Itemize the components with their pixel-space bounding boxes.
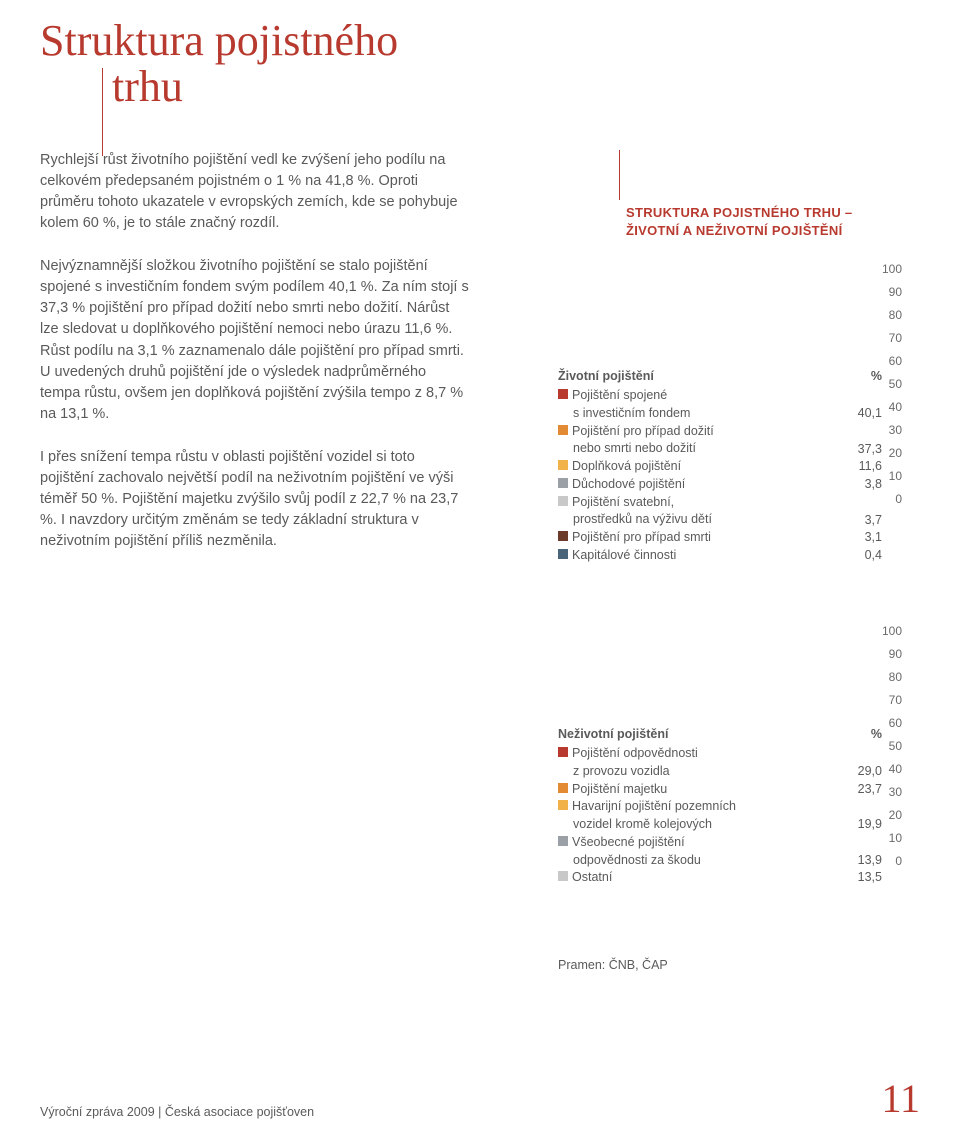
- legend-swatch: [558, 747, 568, 757]
- legend-swatch: [558, 460, 568, 470]
- chart-heading: STRUKTURA POJISTNÉHO TRHU – ŽIVOTNÍ A NE…: [626, 204, 956, 239]
- legend-item: Všeobecné pojištění odpovědnosti za škodu…: [558, 834, 838, 870]
- paragraph-1: Rychlejší růst životního pojištění vedl …: [40, 150, 470, 234]
- legend-label: Pojištění pro případ dožití: [572, 424, 714, 438]
- footer-suffix: Česká asociace pojišťoven: [165, 1105, 314, 1119]
- legend-value: 13,5: [858, 869, 882, 887]
- legend-label-cont: z provozu vozidla: [558, 763, 838, 781]
- legend-value: 3,1: [865, 529, 882, 547]
- legend-swatch: [558, 783, 568, 793]
- legend-item: Havarijní pojištění pozemních vozidel kro…: [558, 798, 838, 834]
- axis-tick: 70: [866, 689, 902, 712]
- footer-text: Výroční zpráva 2009 | Česká asociace poj…: [40, 1105, 314, 1119]
- legend-item: Kapitálové činnosti0,4: [558, 547, 838, 565]
- footer-sep: |: [155, 1105, 165, 1119]
- legend-label-cont: prostředků na výživu dětí: [558, 511, 838, 529]
- legend-value: 23,7: [858, 781, 882, 799]
- chart-heading-line-2: ŽIVOTNÍ A NEŽIVOTNÍ POJIŠTĚNÍ: [626, 222, 956, 240]
- axis-tick: 80: [866, 666, 902, 689]
- legend-label: Pojištění svatební,: [572, 495, 674, 509]
- legend-label-cont: nebo smrti nebo dožití: [558, 440, 838, 458]
- axis-tick: 100: [866, 258, 902, 281]
- legend-item: Důchodové pojištění3,8: [558, 476, 838, 494]
- footer-prefix: Výroční zpráva 2009: [40, 1105, 155, 1119]
- legend-label: Doplňková pojištění: [572, 459, 681, 473]
- legend-label: Kapitálové činnosti: [572, 548, 676, 562]
- chart-source: Pramen: ČNB, ČAP: [558, 958, 668, 972]
- legend-life: Životní pojištění% Pojištění spojené s inv…: [558, 368, 838, 564]
- legend-label: Pojištění majetku: [572, 782, 667, 796]
- legend-label: Důchodové pojištění: [572, 477, 685, 491]
- axis-tick: 80: [866, 304, 902, 327]
- legend-swatch: [558, 389, 568, 399]
- legend-item: Pojištění pro případ smrti3,1: [558, 529, 838, 547]
- body-text-column: Rychlejší růst životního pojištění vedl …: [40, 150, 470, 573]
- legend-pct-header: %: [871, 726, 882, 744]
- legend-swatch: [558, 478, 568, 488]
- legend-label-cont: odpovědnosti za škodu: [558, 852, 838, 870]
- title-line-1: Struktura pojistného: [40, 18, 920, 64]
- charts-column: STRUKTURA POJISTNÉHO TRHU – ŽIVOTNÍ A NE…: [506, 150, 920, 573]
- legend-value: 3,8: [865, 476, 882, 494]
- legend-value: 19,9: [858, 816, 882, 834]
- legend-title: Životní pojištění%: [558, 368, 838, 386]
- legend-label: Pojištění spojené: [572, 388, 667, 402]
- legend-swatch: [558, 800, 568, 810]
- legend-value: 40,1: [858, 405, 882, 423]
- legend-value: 11,6: [859, 458, 882, 476]
- legend-value: 29,0: [858, 763, 882, 781]
- axis-tick: 90: [866, 643, 902, 666]
- legend-value: 13,9: [858, 852, 882, 870]
- legend-swatch: [558, 425, 568, 435]
- legend-title: Neživotní pojištění%: [558, 726, 838, 744]
- legend-label-cont: s investičním fondem: [558, 405, 838, 423]
- title-vertical-rule: [102, 68, 103, 156]
- paragraph-2: Nejvýznamnější složkou životního pojiště…: [40, 256, 470, 424]
- page-footer: Výroční zpráva 2009 | Česká asociace poj…: [40, 1079, 920, 1119]
- legend-item: Pojištění odpovědnostiz provozu vozidla2…: [558, 745, 838, 781]
- chart-heading-line-1: STRUKTURA POJISTNÉHO TRHU –: [626, 204, 956, 222]
- legend-swatch: [558, 549, 568, 559]
- chart-vertical-rule: [619, 150, 620, 200]
- legend-item: Pojištění majetku23,7: [558, 781, 838, 799]
- legend-label: Pojištění odpovědnosti: [572, 746, 698, 760]
- legend-label-cont: vozidel kromě kolejových: [558, 816, 838, 834]
- axis-tick: 100: [866, 620, 902, 643]
- page-title-block: Struktura pojistného trhu: [40, 18, 920, 110]
- legend-item: Pojištění spojenés investičním fondem40,…: [558, 387, 838, 423]
- legend-item: Pojištění pro případ dožití nebo smrti ne…: [558, 423, 838, 459]
- legend-nonlife: Neživotní pojištění% Pojištění odpovědnos…: [558, 726, 838, 887]
- legend-swatch: [558, 836, 568, 846]
- title-line-2: trhu: [40, 64, 920, 110]
- paragraph-3: I přes snížení tempa růstu v oblasti poj…: [40, 447, 470, 552]
- legend-value: 37,3: [858, 441, 882, 459]
- legend-label: Všeobecné pojištění: [572, 835, 685, 849]
- legend-item: Pojištění svatební, prostředků na výživu …: [558, 494, 838, 530]
- legend-label: Ostatní: [572, 870, 612, 884]
- axis-tick: 90: [866, 281, 902, 304]
- axis-tick: 70: [866, 327, 902, 350]
- content-row: Rychlejší růst životního pojištění vedl …: [40, 150, 920, 573]
- legend-label: Pojištění pro případ smrti: [572, 530, 711, 544]
- legend-pct-header: %: [871, 368, 882, 386]
- legend-item: Doplňková pojištění11,6: [558, 458, 838, 476]
- legend-value: 0,4: [865, 547, 882, 565]
- axis-nonlife: 1009080706050403020100: [866, 620, 902, 873]
- legend-value: 3,7: [865, 512, 882, 530]
- legend-item: Ostatní13,5: [558, 869, 838, 887]
- page-number: 11: [881, 1079, 920, 1119]
- legend-swatch: [558, 871, 568, 881]
- legend-label: Havarijní pojištění pozemních: [572, 799, 736, 813]
- legend-swatch: [558, 496, 568, 506]
- page-title: Struktura pojistného trhu: [40, 18, 920, 110]
- legend-swatch: [558, 531, 568, 541]
